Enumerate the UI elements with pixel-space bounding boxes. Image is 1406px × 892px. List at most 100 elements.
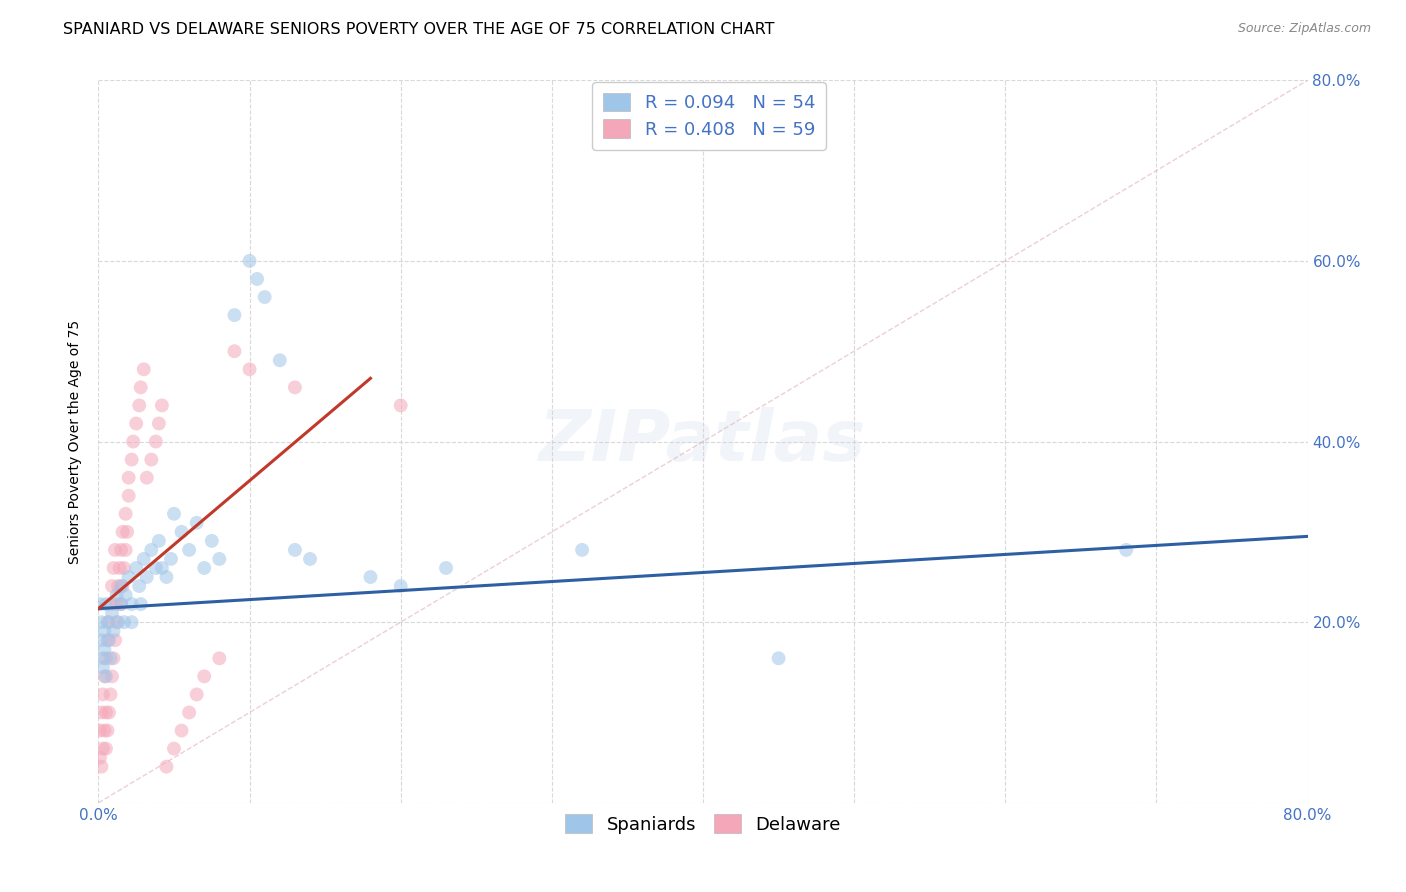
Point xyxy=(135,570,157,584)
Point xyxy=(208,552,231,566)
Point xyxy=(132,552,155,566)
Point xyxy=(101,669,124,683)
Point xyxy=(105,615,128,630)
Point xyxy=(160,552,183,566)
Point xyxy=(155,570,177,584)
Point xyxy=(208,651,231,665)
Point xyxy=(90,760,112,774)
Point xyxy=(98,615,121,630)
Legend: Spaniards, Delaware: Spaniards, Delaware xyxy=(554,804,852,845)
Point xyxy=(132,362,155,376)
Point xyxy=(96,723,118,738)
Point xyxy=(224,344,246,359)
Point xyxy=(108,561,131,575)
Point xyxy=(121,597,143,611)
Point xyxy=(94,651,117,665)
Point xyxy=(170,723,193,738)
Point xyxy=(253,290,276,304)
Point xyxy=(91,651,114,665)
Point xyxy=(115,524,138,539)
Point xyxy=(110,542,132,557)
Point xyxy=(114,507,136,521)
Point xyxy=(186,687,208,701)
Point xyxy=(150,561,173,575)
Point xyxy=(128,579,150,593)
Point xyxy=(91,660,114,674)
Text: SPANIARD VS DELAWARE SENIORS POVERTY OVER THE AGE OF 75 CORRELATION CHART: SPANIARD VS DELAWARE SENIORS POVERTY OVE… xyxy=(63,22,775,37)
Point xyxy=(93,669,115,683)
Point xyxy=(128,398,150,412)
Point xyxy=(118,570,141,584)
Point xyxy=(103,561,125,575)
Point xyxy=(148,417,170,431)
Point xyxy=(104,542,127,557)
Point xyxy=(284,542,307,557)
Point xyxy=(1115,542,1137,557)
Point xyxy=(98,706,121,720)
Point xyxy=(90,633,112,648)
Point xyxy=(107,579,129,593)
Point xyxy=(111,579,134,593)
Point xyxy=(434,561,457,575)
Point xyxy=(145,434,167,449)
Point xyxy=(284,380,307,394)
Point xyxy=(170,524,193,539)
Point xyxy=(103,624,125,639)
Point xyxy=(121,452,143,467)
Point xyxy=(110,597,132,611)
Point xyxy=(94,669,117,683)
Point xyxy=(94,706,117,720)
Point xyxy=(104,633,127,648)
Point xyxy=(93,723,115,738)
Point xyxy=(193,669,215,683)
Point xyxy=(100,651,122,665)
Point xyxy=(93,642,115,657)
Point xyxy=(89,723,111,738)
Point xyxy=(155,760,177,774)
Point xyxy=(571,542,593,557)
Point xyxy=(90,615,112,630)
Point xyxy=(93,624,115,639)
Point xyxy=(360,570,382,584)
Point xyxy=(768,651,790,665)
Point xyxy=(91,741,114,756)
Point xyxy=(112,561,135,575)
Point xyxy=(105,588,128,602)
Point xyxy=(150,398,173,412)
Point xyxy=(112,615,135,630)
Point xyxy=(107,615,129,630)
Point xyxy=(239,254,262,268)
Point xyxy=(122,434,145,449)
Point xyxy=(100,597,122,611)
Point xyxy=(125,417,148,431)
Point xyxy=(103,651,125,665)
Point xyxy=(141,452,163,467)
Point xyxy=(114,542,136,557)
Point xyxy=(118,489,141,503)
Point xyxy=(118,471,141,485)
Point xyxy=(90,706,112,720)
Point xyxy=(193,561,215,575)
Point xyxy=(101,579,124,593)
Y-axis label: Seniors Poverty Over the Age of 75: Seniors Poverty Over the Age of 75 xyxy=(69,319,83,564)
Point xyxy=(100,687,122,701)
Point xyxy=(141,542,163,557)
Point xyxy=(94,597,117,611)
Point xyxy=(89,597,111,611)
Point xyxy=(121,615,143,630)
Point xyxy=(129,380,152,394)
Point xyxy=(110,597,132,611)
Point xyxy=(201,533,224,548)
Point xyxy=(96,615,118,630)
Point xyxy=(224,308,246,322)
Point xyxy=(269,353,291,368)
Text: Source: ZipAtlas.com: Source: ZipAtlas.com xyxy=(1237,22,1371,36)
Point xyxy=(94,741,117,756)
Point xyxy=(89,750,111,764)
Point xyxy=(98,633,121,648)
Point xyxy=(389,579,412,593)
Point xyxy=(101,606,124,620)
Point xyxy=(96,633,118,648)
Point xyxy=(111,524,134,539)
Point xyxy=(125,561,148,575)
